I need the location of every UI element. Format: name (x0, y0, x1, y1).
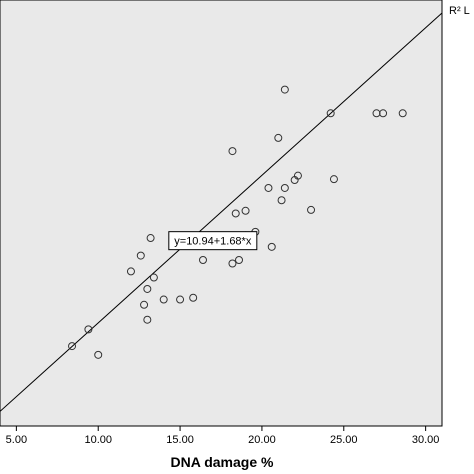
plot-area (0, 0, 443, 427)
x-tick-label: 15.00 (166, 434, 194, 446)
x-axis-title: DNA damage % (171, 454, 275, 470)
data-point (293, 171, 302, 180)
data-point (94, 350, 103, 359)
data-point (159, 295, 168, 304)
data-point (398, 109, 407, 118)
data-point (68, 342, 77, 351)
x-tick-label: 30.00 (412, 434, 440, 446)
data-point (143, 284, 152, 293)
x-tick-label: 10.00 (84, 434, 112, 446)
data-point (231, 209, 240, 218)
fit-line (0, 12, 443, 412)
data-point (267, 242, 276, 251)
data-point (198, 255, 207, 264)
data-point (280, 85, 289, 94)
data-point (189, 293, 198, 302)
data-point (241, 206, 250, 215)
data-point (140, 300, 149, 309)
data-point (228, 259, 237, 268)
fit-equation-box: y=10.94+1.68*x (168, 231, 258, 251)
data-point (277, 196, 286, 205)
x-tick-label: 20.00 (248, 434, 276, 446)
data-point (280, 183, 289, 192)
x-ticks: 5.00 10.00 15.00 20.00 25.00 30.00 (6, 426, 440, 446)
fit-equation-frame (168, 231, 258, 251)
data-point (379, 109, 388, 118)
data-point (149, 273, 158, 282)
data-point (326, 109, 335, 118)
data-point (84, 325, 93, 334)
data-point (146, 234, 155, 243)
points-layer (68, 85, 407, 359)
data-point (143, 315, 152, 324)
data-point (274, 133, 283, 142)
data-point (136, 251, 145, 260)
r2-linear-label: R² L (449, 5, 470, 17)
data-point (264, 183, 273, 192)
data-point (126, 267, 135, 276)
fit-equation-label: y=10.94+1.68*x (174, 236, 252, 248)
data-point (176, 295, 185, 304)
x-tick-label: 25.00 (330, 434, 358, 446)
x-tick-label: 5.00 (6, 434, 27, 446)
data-point (329, 175, 338, 184)
data-point (235, 255, 244, 264)
data-point (307, 205, 316, 214)
data-point (228, 147, 237, 156)
